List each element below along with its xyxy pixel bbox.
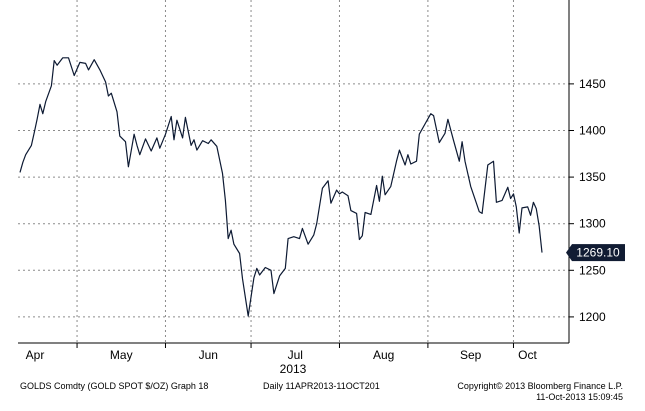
footer-range: Daily 11APR2013-11OCT201: [263, 381, 380, 391]
footer-security: GOLDS Comdty (GOLD SPOT $/OZ) Graph 18: [20, 381, 208, 391]
x-tick-label: Oct: [518, 348, 537, 362]
year-label: 2013: [280, 362, 307, 376]
last-value-marker: 1269.10: [566, 244, 625, 262]
y-tick-labels: 1200 1250 1300 1350 1400 1450: [569, 77, 606, 324]
footer-timestamp: 11-Oct-2013 15:09:45: [536, 392, 623, 402]
x-tick-labels: Apr May Jun Jul Aug Sep Oct: [26, 343, 537, 362]
axes: [18, 0, 570, 344]
y-tick-label: 1250: [579, 263, 606, 277]
y-tick-label: 1200: [579, 310, 606, 324]
x-tick-label: Apr: [26, 348, 45, 362]
last-value-label: 1269.10: [576, 246, 620, 260]
gold-price-line: [19, 57, 543, 317]
series: [19, 57, 543, 317]
x-tick-label: Sep: [460, 348, 482, 362]
footer-copyright: Copyright© 2013 Bloomberg Finance L.P.: [457, 381, 623, 391]
last-value-box: [572, 244, 625, 262]
x-tick-label: Jun: [199, 348, 218, 362]
x-tick-label: Jul: [288, 348, 303, 362]
x-tick-label: May: [110, 348, 133, 362]
y-tick-label: 1300: [579, 217, 606, 231]
y-tick-label: 1350: [579, 170, 606, 184]
last-value-pointer: [566, 244, 572, 262]
x-tick-label: Aug: [373, 348, 394, 362]
y-tick-label: 1400: [579, 123, 606, 137]
y-tick-label: 1450: [579, 77, 606, 91]
grid: [18, 0, 569, 343]
